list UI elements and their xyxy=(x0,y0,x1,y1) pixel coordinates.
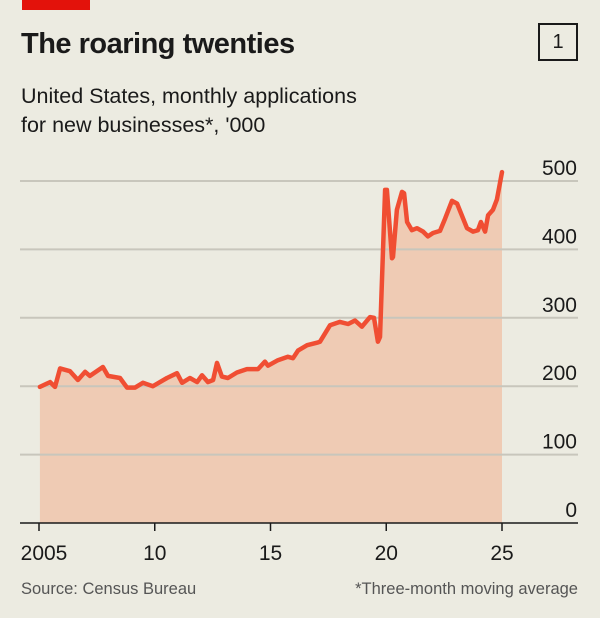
chart-number-badge: 1 xyxy=(538,23,578,61)
footnote: *Three-month moving average xyxy=(355,580,578,598)
subtitle-line-1: United States, monthly applications xyxy=(21,84,357,108)
series-line xyxy=(37,169,505,390)
y-tick-label: 300 xyxy=(542,294,577,317)
brand-red-bar xyxy=(22,0,90,10)
source-note: Source: Census Bureau xyxy=(21,580,197,598)
chart-title: The roaring twenties xyxy=(21,28,295,60)
x-tick-label: 2005 xyxy=(21,542,68,565)
y-tick-label: 100 xyxy=(542,431,577,454)
area-fill xyxy=(39,172,503,523)
y-tick-label: 500 xyxy=(542,157,577,180)
chart-subtitle: United States, monthly applications for … xyxy=(21,82,357,140)
y-tick-label: 400 xyxy=(542,225,577,248)
y-tick-label: 200 xyxy=(542,362,577,385)
x-tick-label: 20 xyxy=(375,542,398,565)
x-tick-label: 15 xyxy=(259,542,282,565)
y-tick-label: 0 xyxy=(565,499,577,522)
subtitle-line-2: for new businesses*, '000 xyxy=(21,113,266,137)
x-tick-label: 10 xyxy=(143,542,166,565)
x-tick-label: 25 xyxy=(490,542,513,565)
